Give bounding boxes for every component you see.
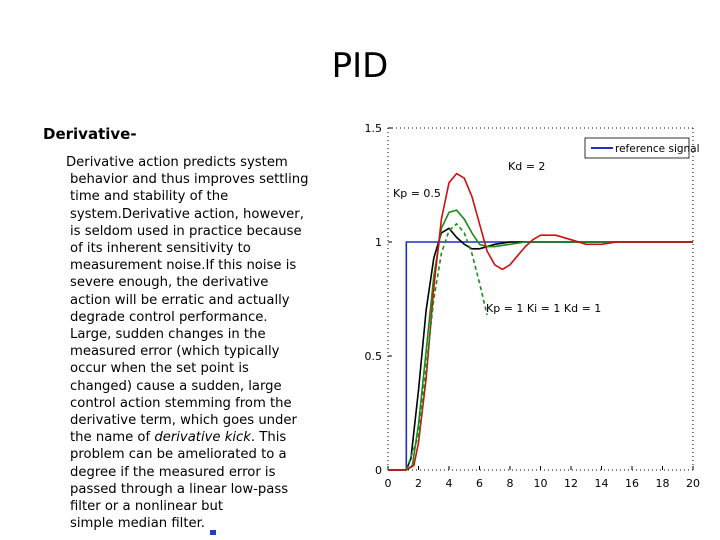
series-line-5	[405, 223, 488, 471]
series-line-4	[388, 172, 693, 471]
paragraph-line: filter or a nonlinear but	[70, 499, 224, 515]
x-tick-label: 18	[656, 477, 670, 490]
paragraph-line: problem can be ameliorated to a	[70, 447, 287, 463]
series-line-3	[388, 209, 693, 471]
paragraph-line: action will be erratic and actually	[70, 292, 290, 308]
y-tick-label: 1.5	[365, 122, 383, 135]
x-tick-label: 20	[686, 477, 700, 490]
chart-annotation: Kp = 1 Ki = 1 Kd = 1	[486, 302, 601, 315]
section-heading: Derivative-	[43, 125, 137, 143]
paragraph-text: . This	[250, 430, 287, 446]
paragraph-line: degree if the measured error is	[70, 464, 276, 480]
paragraph-line: severe enough, the derivative	[70, 275, 269, 291]
paragraph-line: behavior and thus improves settling	[70, 172, 309, 188]
paragraph-text: the name of	[70, 430, 155, 446]
x-tick-label: 4	[446, 477, 453, 490]
x-tick-label: 14	[595, 477, 609, 490]
paragraph-line: measured error (which typically	[70, 344, 280, 360]
paragraph-line: time and stability of the	[70, 189, 229, 205]
paragraph-line: passed through a linear low-pass	[70, 481, 289, 497]
y-tick-label: 0	[375, 464, 382, 477]
x-tick-label: 10	[534, 477, 548, 490]
paragraph-line: is seldom used in practice because	[70, 223, 302, 239]
paragraph-line: control action stemming from the	[70, 395, 292, 411]
paragraph-line: simple median filter.	[70, 516, 206, 532]
x-tick-label: 0	[385, 477, 392, 490]
legend-label: reference signal	[615, 143, 700, 155]
paragraph-line: changed) cause a sudden, large	[70, 378, 282, 394]
paragraph-line: the name of derivative kick. This	[70, 429, 345, 446]
pid-response-chart: 0 2 4 6 8 10 12 14 16 18 20 0 0.5 1 1.5 reference signa…	[365, 122, 701, 490]
paragraph-line: occur when the set point is	[70, 361, 249, 377]
paragraph-line: degrade control performance.	[70, 309, 268, 325]
emphasis-term: derivative kick	[154, 430, 251, 446]
x-tick-label: 16	[625, 477, 639, 490]
legend-box	[584, 137, 690, 159]
paragraph-line: derivative term, which goes under	[70, 413, 297, 429]
paragraph-line: measurement noise.If this noise is	[70, 258, 297, 274]
slide-title: PID	[331, 46, 389, 86]
x-tick-label: 2	[415, 477, 422, 490]
body-paragraph: Derivative action predicts system behavi…	[66, 154, 345, 532]
y-tick-label: 1	[375, 236, 382, 249]
text-cursor-marker	[210, 530, 216, 535]
x-tick-label: 12	[564, 477, 578, 490]
paragraph-line: system.Derivative action, however,	[70, 206, 304, 222]
x-tick-label: 6	[476, 477, 483, 490]
paragraph-line: Derivative action predicts system	[66, 155, 288, 170]
chart-annotation: Kp = 0.5	[393, 187, 441, 200]
y-tick-label: 0.5	[365, 350, 383, 363]
chart-annotation: Kd = 2	[508, 160, 545, 173]
paragraph-line: of its inherent sensitivity to	[70, 241, 251, 257]
x-tick-label: 8	[507, 477, 514, 490]
paragraph-line: Large, sudden changes in the	[70, 327, 266, 343]
series-line-2	[388, 227, 693, 471]
